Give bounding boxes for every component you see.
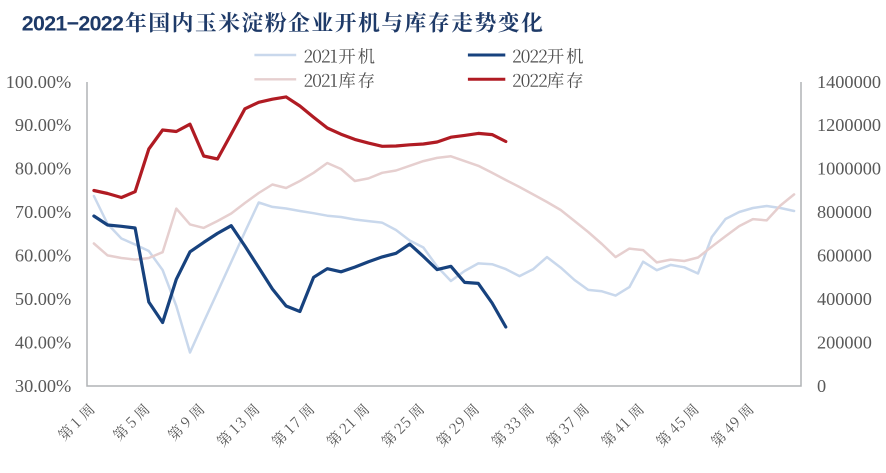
svg-text:60.00%: 60.00% [15,246,71,266]
svg-text:80.00%: 80.00% [15,159,71,179]
svg-text:30.00%: 30.00% [15,376,71,396]
svg-text:1400000: 1400000 [817,72,881,92]
svg-text:100.00%: 100.00% [6,72,72,92]
svg-text:70.00%: 70.00% [15,202,71,222]
svg-text:0: 0 [817,376,826,396]
svg-text:200000: 200000 [817,332,872,352]
svg-text:40.00%: 40.00% [15,332,71,352]
svg-text:1000000: 1000000 [817,159,881,179]
svg-text:2021−2022: 2021−2022 [22,12,124,36]
svg-text:600000: 600000 [817,246,872,266]
svg-text:400000: 400000 [817,289,872,309]
svg-text:90.00%: 90.00% [15,115,71,135]
svg-text:50.00%: 50.00% [15,289,71,309]
svg-text:800000: 800000 [817,202,872,222]
svg-text:1200000: 1200000 [817,115,881,135]
